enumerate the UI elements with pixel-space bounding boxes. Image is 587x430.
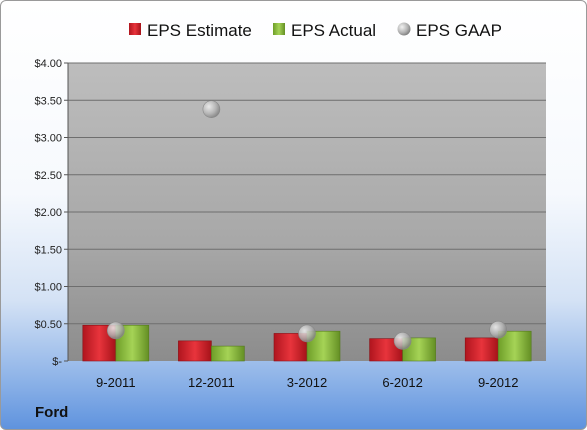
y-tick-label: $2.00 xyxy=(34,207,62,219)
y-tick-label: $4.00 xyxy=(34,58,62,70)
y-tick-label: $0.50 xyxy=(34,319,62,331)
bar-eps-actual xyxy=(211,345,245,362)
x-tick-label: 6-2012 xyxy=(382,375,422,390)
x-tick-label: 3-2012 xyxy=(287,375,327,390)
y-tick-label: $3.00 xyxy=(34,133,62,145)
point-eps-gaap xyxy=(298,324,316,343)
y-tick-label: $2.50 xyxy=(34,170,62,182)
legend-swatch-gaap xyxy=(397,22,411,36)
legend-label: EPS Estimate xyxy=(147,21,252,40)
bar-eps-actual xyxy=(306,330,341,362)
x-tick-label: 12-2011 xyxy=(188,375,235,390)
bar-eps-estimate xyxy=(273,333,308,362)
bar-eps-estimate xyxy=(464,337,499,362)
x-tick-label: 9-2012 xyxy=(478,375,518,390)
point-eps-gaap xyxy=(489,320,508,339)
y-tick-label: $1.00 xyxy=(34,282,62,294)
legend-label: EPS GAAP xyxy=(416,21,502,40)
bar-eps-estimate xyxy=(178,340,212,362)
legend-swatch-estimate xyxy=(129,23,141,35)
x-tick-label: 9-2011 xyxy=(96,375,136,390)
point-eps-gaap xyxy=(202,100,221,118)
point-eps-gaap xyxy=(393,332,412,350)
y-tick-label: $- xyxy=(52,356,62,368)
y-tick-label: $3.50 xyxy=(34,95,62,107)
legend-label: EPS Actual xyxy=(291,21,376,40)
company-label: Ford xyxy=(35,404,69,421)
y-tick-label: $1.50 xyxy=(34,244,62,256)
legend-swatch-actual xyxy=(273,23,285,35)
point-eps-gaap xyxy=(107,321,125,340)
